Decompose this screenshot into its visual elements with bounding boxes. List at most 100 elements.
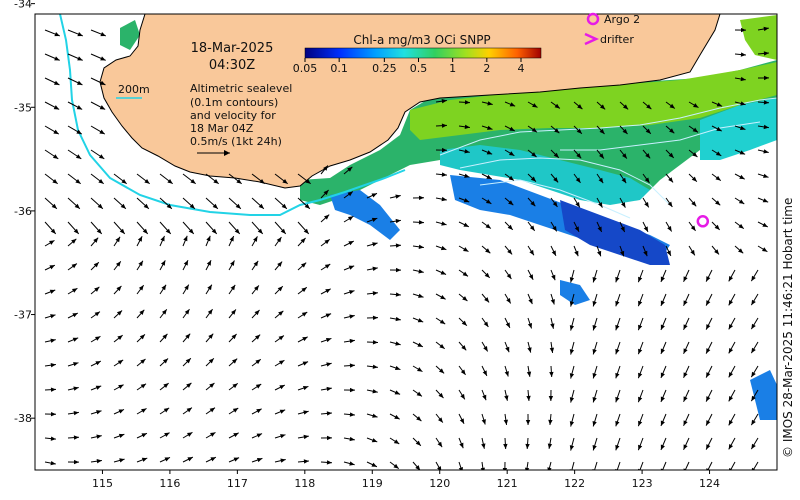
- velocity-arrowhead: [646, 104, 652, 110]
- land-mass: [99, 14, 721, 189]
- velocity-arrowhead: [118, 409, 125, 414]
- velocity-arrowhead: [728, 299, 734, 306]
- velocity-arrowhead: [99, 129, 105, 135]
- velocity-arrowhead: [715, 200, 721, 206]
- velocity-arrowhead: [554, 103, 560, 109]
- velocity-arrowhead: [508, 200, 514, 206]
- velocity-arrowhead: [638, 348, 643, 355]
- velocity-arrowhead: [49, 289, 56, 294]
- velocity-arrowhead: [96, 410, 102, 415]
- velocity-arrowhead: [505, 346, 510, 353]
- velocity-arrowhead: [529, 249, 534, 256]
- lat-tick-label: -37: [14, 309, 32, 322]
- velocity-arrowhead: [232, 383, 238, 389]
- velocity-arrowhead: [161, 309, 167, 315]
- velocity-arrowhead: [95, 385, 102, 390]
- velocity-arrowhead: [690, 249, 695, 256]
- velocity-arrowhead: [254, 309, 260, 316]
- longitude-ticks: 115 116 117 118 119 120 121 122 123 124: [92, 470, 720, 490]
- velocity-arrowhead: [598, 177, 604, 184]
- velocity-arrowhead: [189, 203, 195, 209]
- velocity-arrowhead: [371, 193, 377, 198]
- velocity-arrowhead: [485, 199, 492, 204]
- velocity-arrowhead: [138, 260, 143, 267]
- velocity-arrowhead: [552, 201, 558, 207]
- velocity-arrowhead: [502, 467, 508, 470]
- argo-float-marker: [696, 215, 710, 228]
- velocity-arrowhead: [300, 238, 306, 244]
- velocity-arrowhead: [372, 242, 378, 247]
- velocity-arrowhead: [691, 201, 697, 207]
- velocity-arrowhead: [683, 348, 688, 354]
- velocity-arrowhead: [638, 372, 643, 379]
- velocity-arrowhead: [77, 32, 83, 37]
- velocity-arrowhead: [763, 51, 769, 56]
- latitude-ticks: -34 -35 -36 -37 -38: [14, 0, 35, 425]
- velocity-arrowhead: [96, 434, 102, 439]
- velocity-arrowhead: [415, 440, 421, 446]
- velocity-arrowhead: [532, 103, 538, 108]
- velocity-arrowhead: [464, 149, 470, 154]
- velocity-arrowhead: [372, 389, 378, 394]
- velocity-arrowhead: [50, 387, 56, 392]
- velocity-arrowhead: [458, 467, 463, 470]
- velocity-arrowhead: [52, 178, 58, 184]
- velocity-arrowhead: [464, 100, 470, 105]
- velocity-arrowhead: [140, 383, 147, 389]
- velocity-arrowhead: [395, 267, 401, 273]
- velocity-arrowhead: [232, 408, 239, 413]
- velocity-arrowhead: [751, 371, 756, 378]
- velocity-arrowhead: [592, 325, 597, 331]
- velocity-arrowhead: [548, 419, 553, 425]
- velocity-arrowhead: [740, 101, 746, 106]
- velocity-arrowhead: [183, 235, 188, 242]
- velocity-arrowhead: [160, 260, 166, 266]
- velocity-arrowhead: [94, 311, 100, 317]
- velocity-arrowhead: [763, 100, 769, 105]
- velocity-arrowhead: [184, 284, 189, 291]
- velocity-arrowhead: [209, 382, 215, 388]
- velocity-arrowhead: [660, 348, 665, 354]
- velocity-arrowhead: [592, 421, 597, 427]
- velocity-arrowhead: [140, 359, 146, 364]
- velocity-arrowhead: [569, 349, 575, 355]
- velocity-arrowhead: [667, 201, 673, 207]
- velocity-arrowhead: [554, 128, 560, 134]
- velocity-arrowhead: [460, 393, 465, 400]
- velocity-arrow: [662, 461, 667, 470]
- velocity-arrowhead: [279, 409, 286, 414]
- velocity-arrowhead: [256, 433, 263, 438]
- colorbar-title: Chl-a mg/m3 OCi SNPP: [353, 33, 490, 47]
- velocity-arrowhead: [526, 395, 531, 401]
- velocity-arrowhead: [324, 239, 330, 245]
- velocity-arrowhead: [483, 346, 488, 352]
- velocity-arrowhead: [349, 412, 355, 417]
- velocity-arrowhead: [302, 385, 309, 391]
- velocity-arrowhead: [531, 127, 538, 133]
- velocity-arrowhead: [119, 228, 125, 234]
- velocity-arrowhead: [550, 299, 555, 305]
- sealevel-line-2: (0.1m contours): [190, 96, 278, 109]
- velocity-arrowhead: [644, 201, 649, 208]
- velocity-arrowhead: [692, 127, 698, 133]
- velocity-arrowhead: [437, 466, 442, 470]
- velocity-arrowhead: [137, 236, 143, 242]
- velocity-arrowhead: [229, 236, 234, 242]
- velocity-arrowhead: [644, 177, 650, 183]
- velocity-arrowhead: [441, 147, 447, 153]
- velocity-arrowhead: [615, 372, 620, 379]
- velocity-arrowhead: [575, 201, 580, 208]
- colorbar-tick-label: 0.25: [372, 62, 397, 75]
- velocity-arrowhead: [234, 228, 240, 234]
- velocity-arrowhead: [212, 203, 218, 209]
- velocity-arrowhead: [486, 150, 493, 155]
- velocity-arrowhead: [280, 434, 286, 439]
- velocity-arrowhead: [99, 80, 106, 85]
- velocity-arrowhead: [116, 310, 123, 316]
- velocity-arrowhead: [163, 383, 169, 389]
- velocity-arrowhead: [73, 386, 79, 391]
- velocity-arrowhead: [76, 80, 83, 85]
- velocity-arrowhead: [440, 294, 446, 300]
- velocity-arrowhead: [740, 76, 746, 82]
- lon-tick-label: 120: [429, 477, 450, 490]
